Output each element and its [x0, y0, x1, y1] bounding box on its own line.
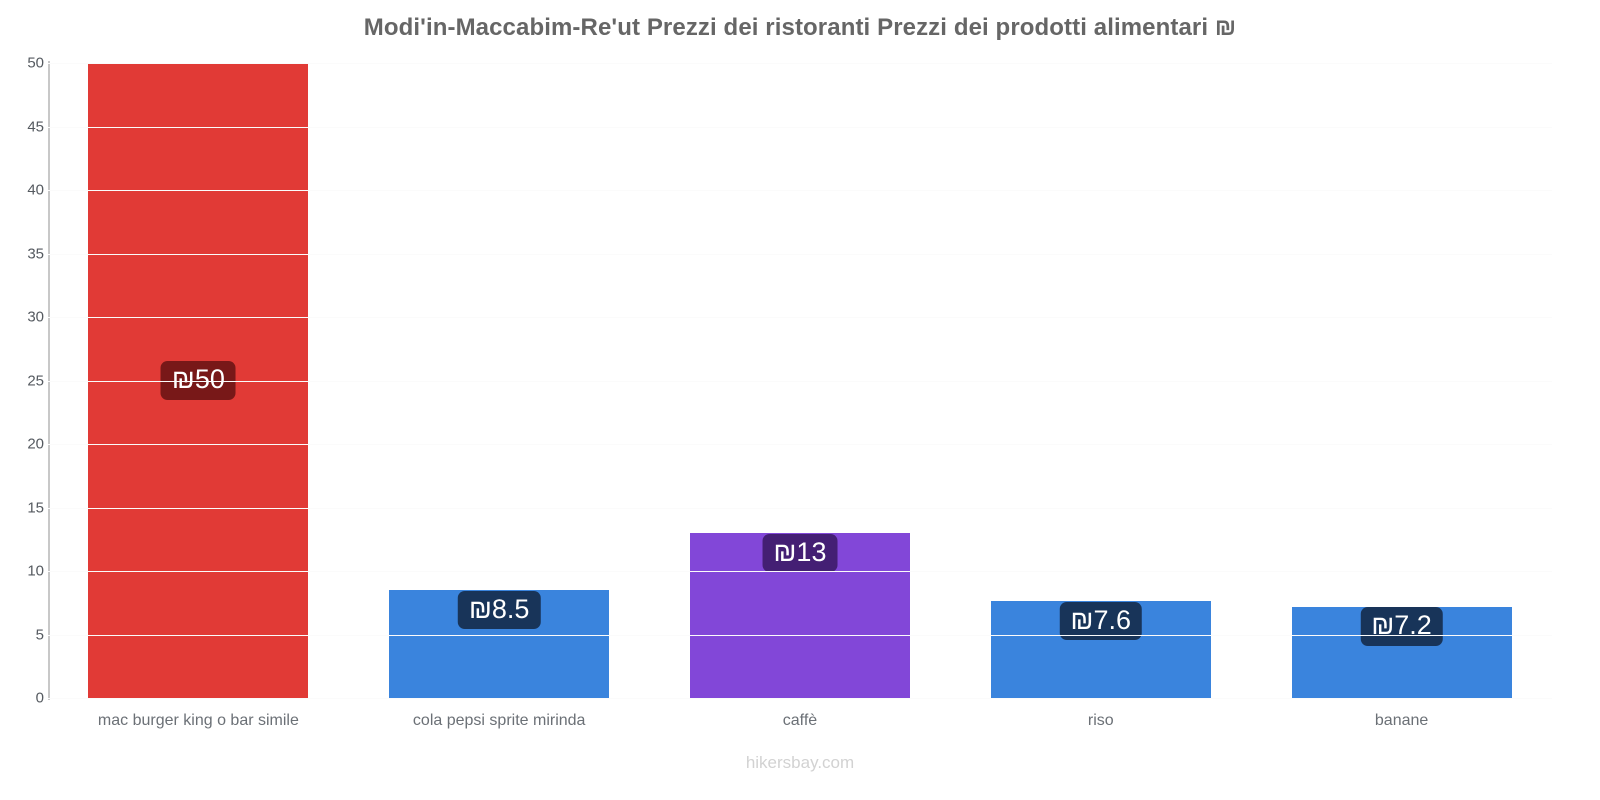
x-axis-category-labels: mac burger king o bar simile cola pepsi s… [48, 712, 1552, 740]
gridline [48, 317, 1552, 318]
bar-group[interactable]: ₪13 [689, 63, 911, 698]
bar-value-label: ₪50 [160, 361, 236, 400]
y-axis-tick-label: 20 [27, 435, 44, 453]
bar-value-label: ₪7.2 [1360, 607, 1443, 646]
gridline [48, 507, 1552, 509]
gridline [48, 190, 1552, 191]
x-axis-category-label: cola pepsi sprite mirinda [412, 712, 586, 729]
y-axis-tick-label: 50 [27, 54, 44, 72]
gridline [48, 253, 1552, 255]
gridline [48, 634, 1552, 636]
bar-group[interactable]: ₪8.5 [389, 63, 610, 698]
y-axis-tick-label: 40 [27, 181, 44, 199]
y-axis-tick-label: 15 [27, 499, 44, 516]
bar-group[interactable]: ₪7.6 [990, 63, 1211, 698]
y-axis-tick-label: 0 [35, 689, 44, 707]
bar-value-label: ₪7.6 [1059, 602, 1143, 641]
y-axis-tick-label: 30 [27, 308, 44, 326]
gridline [48, 63, 1552, 64]
y-axis-tick-labels: 0 5 10 15 20 25 30 35 40 45 50 [0, 0, 44, 800]
gridline [48, 380, 1552, 382]
y-axis-tick-label: 10 [27, 562, 44, 580]
y-axis-tick-label: 45 [27, 118, 44, 135]
x-axis-category-label: banane [1374, 712, 1429, 729]
gridline [48, 698, 1552, 699]
gridline [48, 571, 1552, 572]
gridline [48, 444, 1552, 445]
x-axis-category-label: riso [1087, 712, 1114, 729]
footer-credit: hikersbay.com [745, 753, 855, 772]
y-axis-tick-label: 5 [35, 626, 44, 643]
bar-value-label: ₪8.5 [457, 590, 541, 630]
bar-group[interactable]: ₪7.2 [1291, 63, 1512, 698]
y-axis-tick-label: 25 [27, 372, 44, 389]
x-axis-category-label: caffè [782, 712, 818, 729]
bar-value-label: ₪13 [762, 533, 838, 572]
chart-title: Modi'in-Maccabim-Re'ut Prezzi dei ristor… [363, 14, 1237, 41]
y-axis-tick-label: 35 [27, 245, 44, 262]
gridline [48, 126, 1552, 128]
x-axis-category-label: mac burger king o bar simile [97, 712, 299, 729]
